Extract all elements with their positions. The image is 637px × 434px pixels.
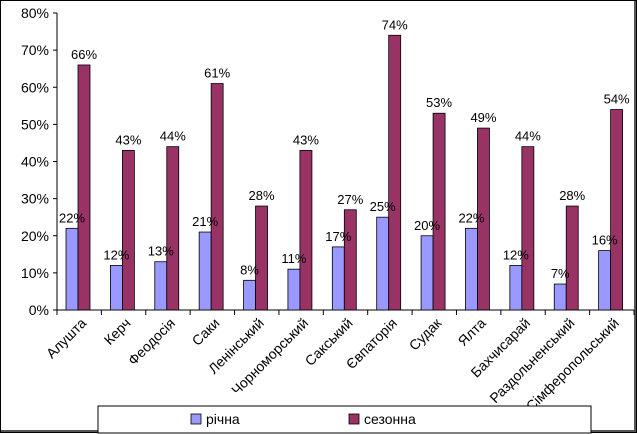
data-label-sezonna: 44% xyxy=(160,129,186,144)
y-tick-label: 30% xyxy=(21,191,49,207)
data-label-sezonna: 43% xyxy=(293,132,319,147)
bar-sezonna xyxy=(565,205,579,311)
data-label-richna: 8% xyxy=(240,262,259,277)
y-tick-label: 70% xyxy=(21,42,49,58)
data-label-sezonna: 54% xyxy=(604,92,630,107)
data-label-richna: 22% xyxy=(458,210,484,225)
category-label: Саки xyxy=(189,315,223,349)
bar-richna xyxy=(65,227,79,311)
category-label: Судак xyxy=(406,314,445,353)
y-tick-label: 10% xyxy=(21,265,49,281)
data-label-richna: 22% xyxy=(59,210,85,225)
bar-sezonna xyxy=(121,149,135,311)
bar-sezonna xyxy=(610,109,624,311)
category-label: Феодосія xyxy=(125,315,178,368)
bar-sezonna xyxy=(255,205,268,311)
data-label-richna: 21% xyxy=(192,214,218,229)
legend-swatch-sezonna xyxy=(348,413,360,425)
y-tick-label: 40% xyxy=(21,154,49,170)
bar-sezonna xyxy=(299,149,313,311)
bar-richna xyxy=(465,227,478,311)
data-label-richna: 13% xyxy=(148,244,174,259)
data-label-richna: 17% xyxy=(325,229,351,244)
legend-swatch-richna xyxy=(190,413,202,425)
bar-richna xyxy=(553,283,567,311)
data-label-sezonna: 74% xyxy=(382,17,408,32)
data-label-sezonna: 27% xyxy=(337,192,363,207)
y-tick-label: 50% xyxy=(21,116,49,132)
data-label-sezonna: 28% xyxy=(559,188,585,203)
bar-sezonna xyxy=(343,209,357,311)
data-label-sezonna: 43% xyxy=(115,132,141,147)
legend-box xyxy=(97,405,592,434)
y-tick-label: 80% xyxy=(21,5,49,21)
data-label-sezonna: 66% xyxy=(71,47,97,62)
data-label-sezonna: 53% xyxy=(426,95,452,110)
y-tick-label: 0% xyxy=(29,302,49,318)
data-label-sezonna: 61% xyxy=(204,66,230,81)
category-label: Ялта xyxy=(455,315,489,349)
bar-sezonna xyxy=(77,64,91,311)
category-label: Алушта xyxy=(43,315,90,362)
y-tick-label: 60% xyxy=(21,79,49,95)
bar-sezonna xyxy=(432,112,446,311)
bar-sezonna xyxy=(388,34,402,311)
legend: річна сезонна xyxy=(97,405,592,434)
bar-richna xyxy=(154,261,168,311)
data-label-richna: 20% xyxy=(414,218,440,233)
bar-richna xyxy=(243,279,256,311)
bars xyxy=(65,34,624,311)
data-label-richna: 12% xyxy=(503,247,529,262)
data-label-sezonna: 49% xyxy=(470,110,496,125)
bar-richna xyxy=(331,246,345,311)
data-label-richna: 7% xyxy=(551,266,570,281)
data-label-richna: 12% xyxy=(103,247,129,262)
bar-sezonna xyxy=(477,127,490,311)
bar-richna xyxy=(420,235,434,311)
bar-richna xyxy=(109,265,123,311)
bar-richna xyxy=(376,216,390,311)
data-label-sezonna: 44% xyxy=(515,129,541,144)
data-label-richna: 25% xyxy=(370,199,396,214)
category-label: Чорноморський xyxy=(228,315,311,398)
axes: 0% 10% 20% 30% 40% 50% 60% 70% 80% xyxy=(21,5,635,318)
bar-richna xyxy=(598,250,612,311)
legend-label-sezonna: сезонна xyxy=(364,411,416,427)
data-label-richna: 11% xyxy=(281,251,306,266)
y-tick-label: 20% xyxy=(21,228,49,244)
bar-richna xyxy=(509,265,523,311)
data-labels: 22% 66% 12% 43% 13% 44% 21% 61% 8% 28% 11% 43% 17% 27… xyxy=(59,17,630,281)
bar-sezonna xyxy=(210,83,224,311)
bar-sezonna xyxy=(166,146,180,311)
data-label-sezonna: 28% xyxy=(249,188,275,203)
bar-richna xyxy=(287,268,301,311)
legend-label-richna: річна xyxy=(206,411,240,427)
bar-richna xyxy=(198,231,212,311)
bar-sezonna xyxy=(521,146,535,311)
data-label-richna: 16% xyxy=(592,233,618,248)
category-label: Керч xyxy=(101,315,134,348)
